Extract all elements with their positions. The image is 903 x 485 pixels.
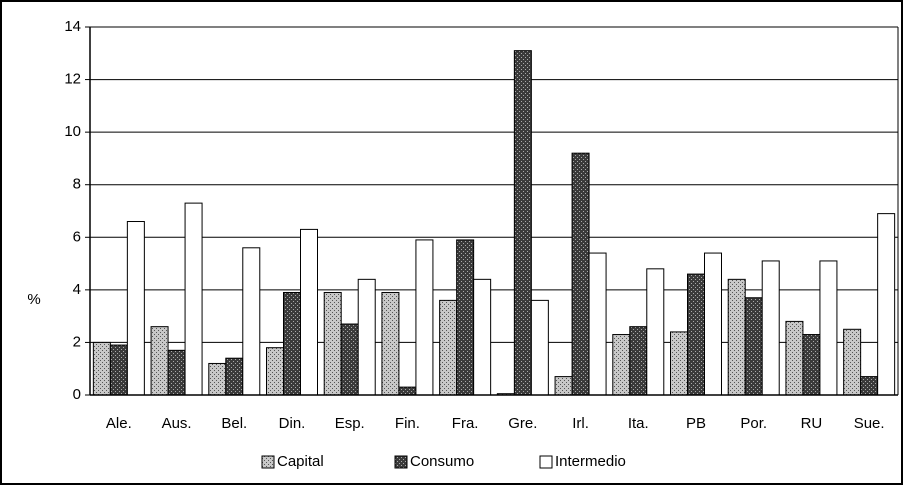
bar xyxy=(554,376,573,396)
bar xyxy=(340,323,359,396)
legend-swatch xyxy=(539,455,553,469)
bar xyxy=(860,376,879,396)
x-tick-label: Fra. xyxy=(452,415,479,432)
y-tick-label: 0 xyxy=(73,386,81,403)
x-tick-label: Esp. xyxy=(335,415,365,432)
bar xyxy=(167,349,186,396)
bar xyxy=(208,362,227,396)
bar xyxy=(877,213,896,396)
y-tick-label: 14 xyxy=(64,18,81,35)
legend-label: Intermedio xyxy=(555,453,626,470)
x-tick-label: Fin. xyxy=(395,415,420,432)
bar xyxy=(670,331,688,396)
y-axis-label: % xyxy=(27,291,40,308)
x-tick-label: Gre. xyxy=(508,415,537,432)
bar xyxy=(456,239,475,396)
bar xyxy=(184,202,203,396)
x-tick-label: Irl. xyxy=(572,415,589,432)
bar xyxy=(225,357,244,396)
y-tick-label: 2 xyxy=(73,333,81,350)
bar xyxy=(843,328,862,396)
y-tick-label: 12 xyxy=(64,71,81,88)
x-tick-label: Din. xyxy=(279,415,306,432)
y-tick-label: 4 xyxy=(73,281,81,298)
bar xyxy=(473,278,492,396)
bar xyxy=(381,291,400,396)
bar xyxy=(687,273,705,396)
bar xyxy=(439,299,458,396)
x-tick-label: Aus. xyxy=(162,415,192,432)
bar xyxy=(761,260,780,396)
bar xyxy=(242,247,261,396)
x-tick-label: PB xyxy=(686,415,706,432)
bar xyxy=(323,291,342,396)
legend-swatch xyxy=(261,455,275,469)
x-tick-label: Bel. xyxy=(221,415,247,432)
bar xyxy=(92,341,111,396)
bar xyxy=(819,260,838,396)
y-tick-label: 6 xyxy=(73,228,81,245)
bar xyxy=(300,228,318,396)
legend-label: Consumo xyxy=(410,453,474,470)
bar xyxy=(150,326,169,396)
bar xyxy=(727,278,746,396)
x-tick-label: Ale. xyxy=(106,415,132,432)
legend-swatch xyxy=(394,455,408,469)
bar xyxy=(629,326,648,396)
bar xyxy=(283,291,301,396)
y-tick-label: 8 xyxy=(73,176,81,193)
bar xyxy=(612,334,631,396)
x-tick-label: Por. xyxy=(740,415,767,432)
bar xyxy=(513,50,532,396)
bar xyxy=(646,268,665,396)
bar xyxy=(588,252,607,396)
bar xyxy=(126,221,145,396)
bar xyxy=(571,152,590,396)
bar xyxy=(109,344,128,396)
bar xyxy=(398,386,417,396)
bar xyxy=(266,347,284,396)
legend-label: Capital xyxy=(277,453,324,470)
bar xyxy=(744,297,763,396)
x-tick-label: RU xyxy=(801,415,823,432)
bar xyxy=(415,239,434,396)
bar xyxy=(785,320,804,396)
y-tick-label: 10 xyxy=(64,123,81,140)
x-tick-label: Sue. xyxy=(854,415,885,432)
bar xyxy=(802,334,821,396)
x-tick-label: Ita. xyxy=(628,415,649,432)
bar xyxy=(357,278,376,396)
bar xyxy=(530,299,549,396)
bar xyxy=(704,252,722,396)
